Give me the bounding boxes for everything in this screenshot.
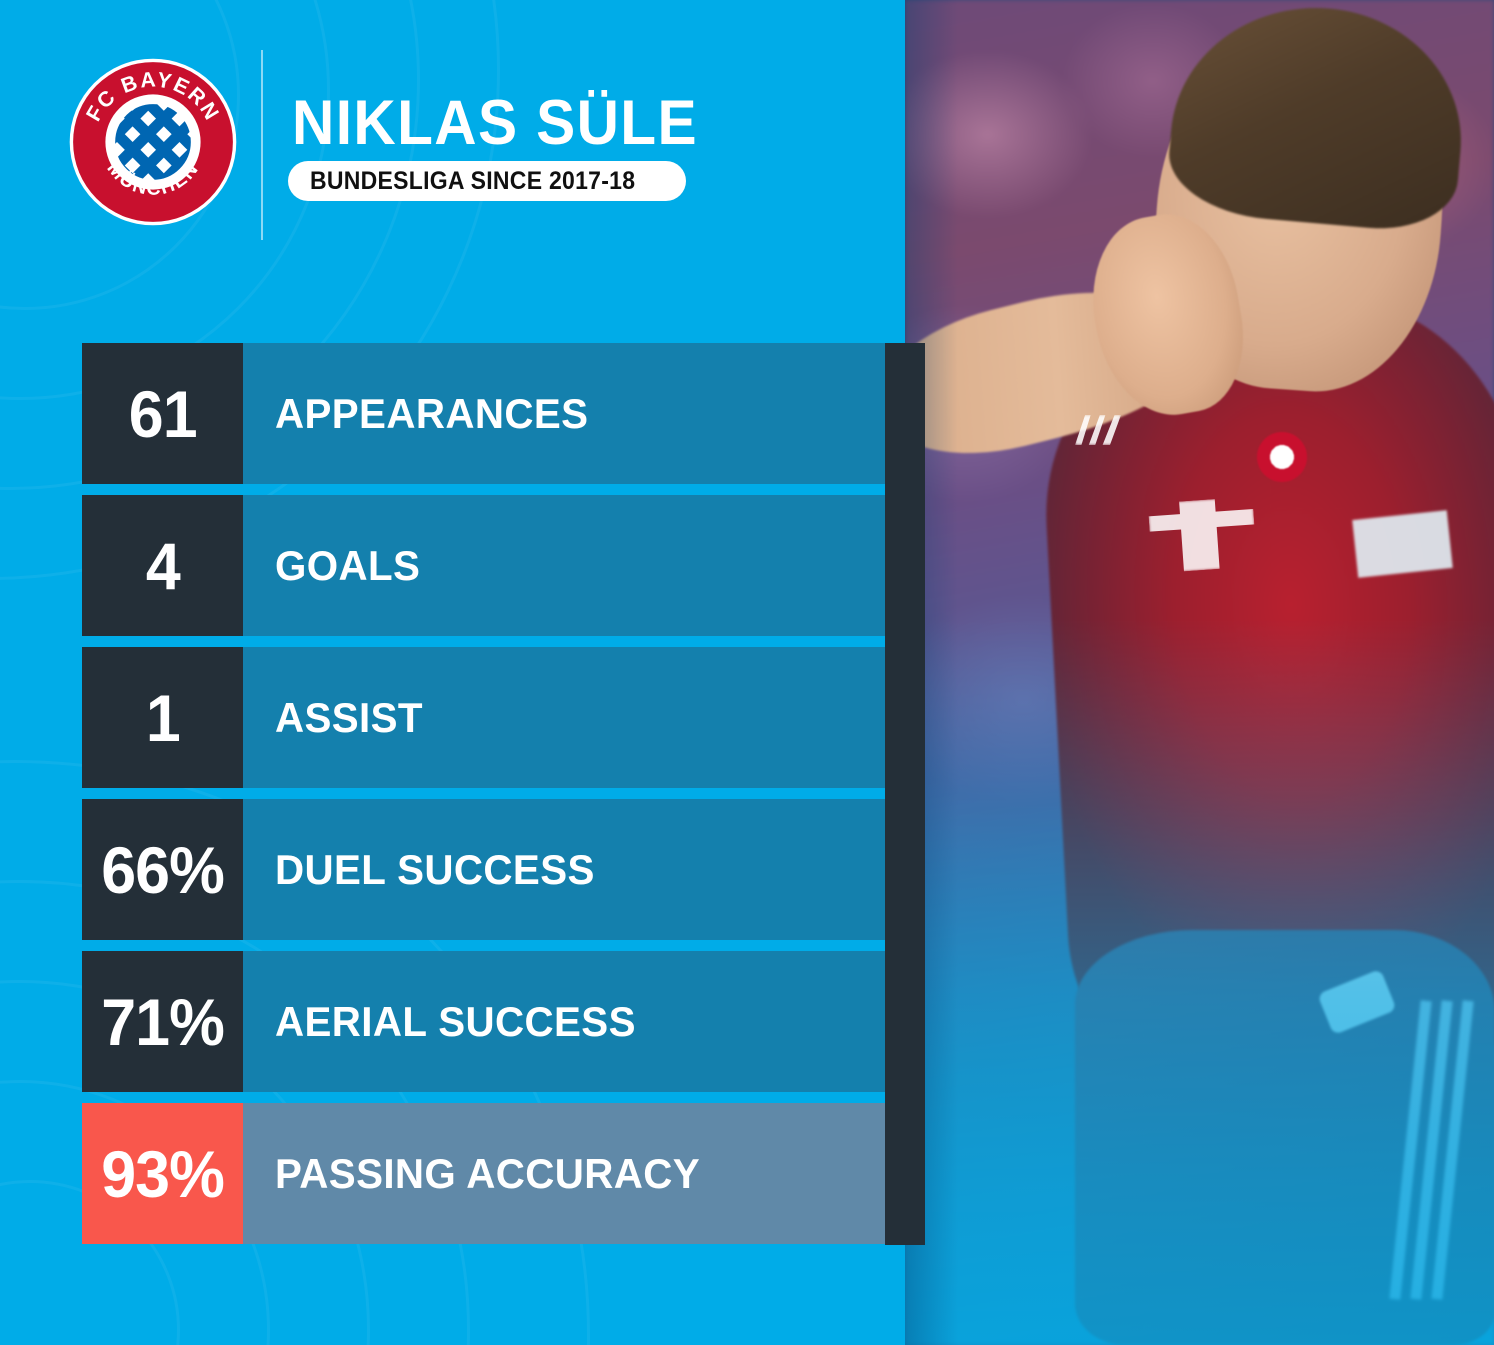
stat-value: 4 (145, 528, 181, 603)
stat-label: GOALS (275, 541, 421, 589)
stat-label-box: ASSIST (243, 647, 885, 788)
stat-row: 1 ASSIST (82, 647, 885, 788)
stat-value: 66% (101, 832, 225, 907)
header-divider (261, 50, 263, 240)
header: FC BAYERN MÜNCHEN NIKLAS SÜLE BUNDESLIGA… (0, 0, 905, 300)
player-photo (905, 0, 1494, 1345)
stat-value-box: 71% (82, 951, 243, 1092)
stat-row-highlighted: 93% PASSING ACCURACY (82, 1103, 885, 1244)
stat-label: APPEARANCES (275, 389, 589, 437)
stat-value-box: 61 (82, 343, 243, 484)
stat-value-box: 93% (82, 1103, 243, 1244)
stat-value-box: 1 (82, 647, 243, 788)
stats-panel: 61 APPEARANCES 4 GOALS 1 ASSIST 66% (82, 343, 925, 1245)
stat-row: 66% DUEL SUCCESS (82, 799, 885, 940)
page-title: NIKLAS SÜLE (292, 88, 698, 158)
stat-value-box: 66% (82, 799, 243, 940)
stat-value-box: 4 (82, 495, 243, 636)
stat-value: 93% (101, 1136, 225, 1211)
subtitle-label: BUNDESLIGA SINCE 2017-18 (310, 166, 636, 195)
stat-label-box: DUEL SUCCESS (243, 799, 885, 940)
stat-row: 61 APPEARANCES (82, 343, 885, 484)
stat-row: 4 GOALS (82, 495, 885, 636)
photo-edge-shadow (905, 0, 1494, 1345)
stat-row: 71% AERIAL SUCCESS (82, 951, 885, 1092)
stat-label-box: PASSING ACCURACY (243, 1103, 885, 1244)
stat-label: AERIAL SUCCESS (275, 997, 636, 1045)
stat-label: PASSING ACCURACY (275, 1149, 701, 1197)
stat-value: 71% (101, 984, 225, 1059)
stat-value: 61 (128, 376, 198, 451)
stat-label: ASSIST (275, 693, 423, 741)
fc-bayern-crest-icon: FC BAYERN MÜNCHEN (68, 57, 238, 227)
photo-blue-overlay (905, 0, 1494, 1345)
subtitle-badge: BUNDESLIGA SINCE 2017-18 (288, 161, 686, 201)
panel-right-bar (885, 343, 925, 1245)
stat-label-box: GOALS (243, 495, 885, 636)
stat-label-box: APPEARANCES (243, 343, 885, 484)
stat-label: DUEL SUCCESS (275, 845, 595, 893)
stat-value: 1 (145, 680, 181, 755)
stat-label-box: AERIAL SUCCESS (243, 951, 885, 1092)
